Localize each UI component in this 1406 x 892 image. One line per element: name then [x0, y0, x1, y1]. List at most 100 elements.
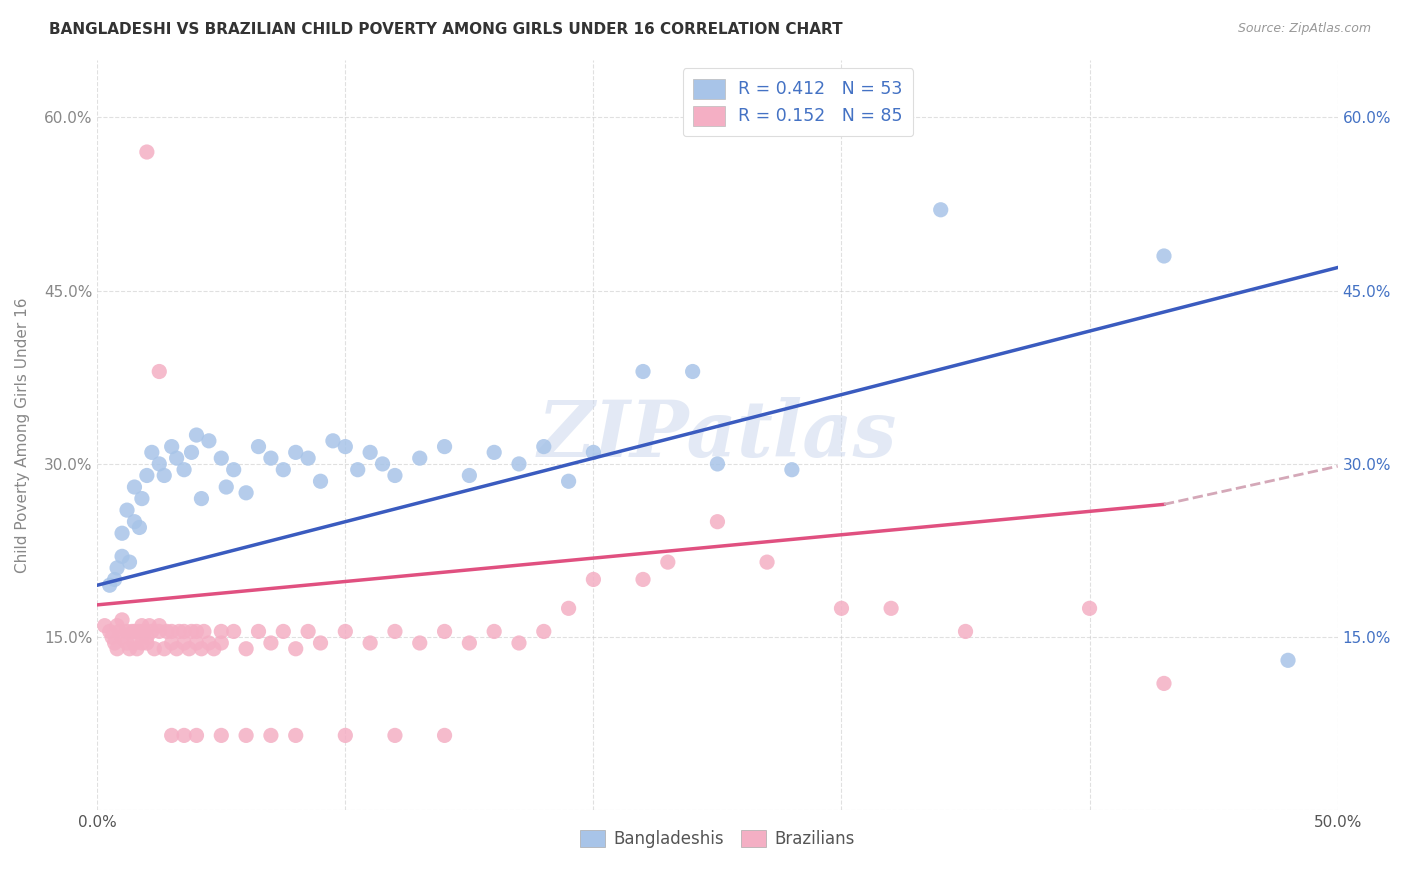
Point: [508, 457, 530, 471]
Point: [359, 636, 381, 650]
Point: [125, 641, 148, 656]
Point: [98, 624, 121, 639]
Point: [135, 636, 157, 650]
Point: [260, 636, 283, 650]
Point: [309, 636, 332, 650]
Point: [247, 624, 270, 639]
Point: [247, 440, 270, 454]
Point: [111, 549, 134, 564]
Point: [756, 555, 779, 569]
Point: [284, 445, 307, 459]
Point: [1277, 653, 1299, 667]
Point: [105, 561, 128, 575]
Point: [173, 728, 195, 742]
Point: [1153, 249, 1175, 263]
Point: [111, 526, 134, 541]
Text: Source: ZipAtlas.com: Source: ZipAtlas.com: [1237, 22, 1371, 36]
Point: [209, 624, 232, 639]
Point: [148, 457, 170, 471]
Point: [198, 636, 221, 650]
Point: [124, 624, 146, 639]
Legend: Bangladeshis, Brazilians: Bangladeshis, Brazilians: [574, 823, 862, 855]
Point: [260, 728, 283, 742]
Point: [209, 636, 232, 650]
Point: [222, 624, 245, 639]
Point: [180, 624, 202, 639]
Point: [482, 624, 505, 639]
Point: [682, 364, 704, 378]
Point: [458, 636, 481, 650]
Point: [533, 624, 555, 639]
Point: [160, 728, 183, 742]
Point: [190, 491, 212, 506]
Point: [124, 515, 146, 529]
Point: [104, 636, 127, 650]
Point: [173, 636, 195, 650]
Point: [160, 440, 183, 454]
Point: [135, 468, 157, 483]
Point: [166, 641, 188, 656]
Point: [335, 624, 357, 639]
Point: [215, 480, 238, 494]
Point: [131, 636, 153, 650]
Point: [309, 475, 332, 489]
Point: [533, 440, 555, 454]
Point: [384, 728, 406, 742]
Point: [409, 451, 432, 466]
Point: [706, 457, 728, 471]
Point: [929, 202, 952, 217]
Point: [190, 641, 212, 656]
Point: [160, 636, 183, 650]
Point: [322, 434, 344, 448]
Point: [186, 636, 208, 650]
Point: [458, 468, 481, 483]
Point: [98, 578, 121, 592]
Point: [346, 463, 368, 477]
Point: [260, 451, 283, 466]
Point: [135, 145, 157, 159]
Point: [202, 641, 225, 656]
Point: [830, 601, 852, 615]
Point: [271, 463, 294, 477]
Point: [222, 463, 245, 477]
Point: [557, 475, 579, 489]
Point: [111, 630, 134, 644]
Text: ZIPatlas: ZIPatlas: [537, 397, 897, 474]
Point: [235, 641, 257, 656]
Point: [780, 463, 803, 477]
Point: [124, 480, 146, 494]
Point: [186, 428, 208, 442]
Point: [186, 624, 208, 639]
Point: [124, 636, 146, 650]
Point: [271, 624, 294, 639]
Point: [186, 728, 208, 742]
Point: [115, 503, 138, 517]
Point: [371, 457, 394, 471]
Point: [384, 468, 406, 483]
Point: [180, 445, 202, 459]
Point: [1153, 676, 1175, 690]
Point: [582, 445, 605, 459]
Point: [128, 624, 150, 639]
Y-axis label: Child Poverty Among Girls Under 16: Child Poverty Among Girls Under 16: [15, 297, 30, 573]
Point: [209, 728, 232, 742]
Point: [297, 624, 319, 639]
Point: [143, 641, 166, 656]
Point: [384, 624, 406, 639]
Point: [141, 624, 163, 639]
Point: [297, 451, 319, 466]
Point: [284, 728, 307, 742]
Point: [105, 618, 128, 632]
Point: [433, 624, 456, 639]
Point: [1078, 601, 1101, 615]
Point: [160, 624, 183, 639]
Point: [955, 624, 977, 639]
Point: [131, 491, 153, 506]
Point: [557, 601, 579, 615]
Point: [93, 618, 115, 632]
Point: [706, 515, 728, 529]
Point: [582, 573, 605, 587]
Point: [115, 624, 138, 639]
Point: [359, 445, 381, 459]
Point: [121, 624, 143, 639]
